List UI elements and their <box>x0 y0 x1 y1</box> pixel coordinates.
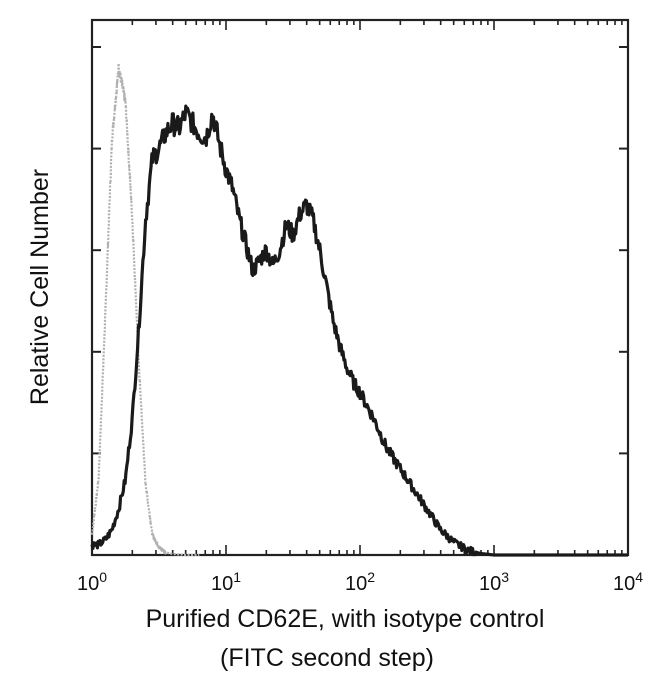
x-tick-label-2: 102 <box>345 569 375 595</box>
y-axis-title: Relative Cell Number <box>26 169 54 405</box>
plot-frame <box>90 18 630 557</box>
x-axis-title: Purified CD62E, with isotype control <box>146 605 545 633</box>
cd62e-histogram <box>90 104 629 557</box>
x-axis-ticks <box>91 20 623 555</box>
series-layer <box>90 62 629 557</box>
x-tick-label-1: 101 <box>211 569 241 595</box>
isotype-control-histogram <box>90 62 201 557</box>
x-axis-title-line2: (FITC second step) <box>220 644 434 672</box>
x-tick-label-4: 104 <box>613 569 643 595</box>
x-axis-tick-labels: 100 101 102 103 104 <box>77 569 643 595</box>
x-tick-label-3: 103 <box>479 569 509 595</box>
x-tick-label-0: 100 <box>77 569 107 595</box>
